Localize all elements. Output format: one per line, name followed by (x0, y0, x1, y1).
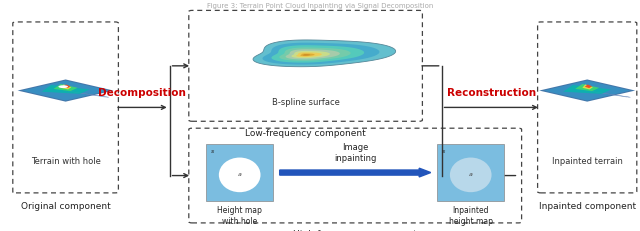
Ellipse shape (58, 85, 68, 88)
FancyBboxPatch shape (189, 10, 422, 121)
Polygon shape (22, 81, 109, 100)
Polygon shape (563, 85, 611, 94)
Polygon shape (303, 54, 310, 56)
Text: Height map
with hole: Height map with hole (217, 206, 262, 226)
Text: Decomposition: Decomposition (99, 88, 186, 98)
Ellipse shape (450, 158, 492, 192)
Text: a: a (237, 172, 242, 177)
FancyBboxPatch shape (538, 22, 637, 193)
Polygon shape (42, 85, 90, 94)
Polygon shape (61, 85, 72, 89)
Polygon shape (296, 52, 322, 57)
Polygon shape (585, 85, 592, 88)
FancyArrow shape (280, 168, 431, 177)
Ellipse shape (219, 158, 260, 192)
Text: Reconstruction: Reconstruction (447, 88, 536, 98)
Polygon shape (262, 43, 380, 65)
Text: a: a (468, 172, 473, 177)
Polygon shape (253, 40, 396, 67)
Text: Inpainted
height map: Inpainted height map (449, 206, 493, 226)
FancyBboxPatch shape (189, 128, 522, 223)
Text: s: s (211, 149, 214, 154)
Polygon shape (54, 84, 77, 91)
Bar (206, 144, 273, 201)
Polygon shape (575, 84, 599, 91)
Text: Inpainted component: Inpainted component (539, 202, 636, 211)
Polygon shape (63, 85, 70, 88)
Text: B-spline surface: B-spline surface (271, 98, 340, 107)
Polygon shape (544, 81, 630, 100)
Text: Inpainted terrain: Inpainted terrain (552, 157, 623, 166)
Polygon shape (300, 53, 315, 56)
Polygon shape (582, 85, 593, 89)
Polygon shape (18, 79, 114, 102)
Text: Original component: Original component (20, 202, 111, 211)
Text: Low-frequency component: Low-frequency component (245, 130, 366, 138)
Polygon shape (285, 49, 340, 59)
FancyBboxPatch shape (13, 22, 118, 193)
Polygon shape (291, 51, 330, 58)
Bar (437, 144, 504, 201)
Polygon shape (271, 45, 364, 63)
Text: Image
inpainting: Image inpainting (334, 143, 376, 163)
Text: Figure 3: Terrain Point Cloud Inpainting via Signal Decomposition: Figure 3: Terrain Point Cloud Inpainting… (207, 3, 433, 9)
Text: Terrain with hole: Terrain with hole (31, 157, 100, 166)
Polygon shape (279, 47, 351, 61)
Text: s: s (442, 149, 445, 154)
Polygon shape (540, 79, 635, 102)
Text: High-frequency component: High-frequency component (293, 230, 417, 231)
